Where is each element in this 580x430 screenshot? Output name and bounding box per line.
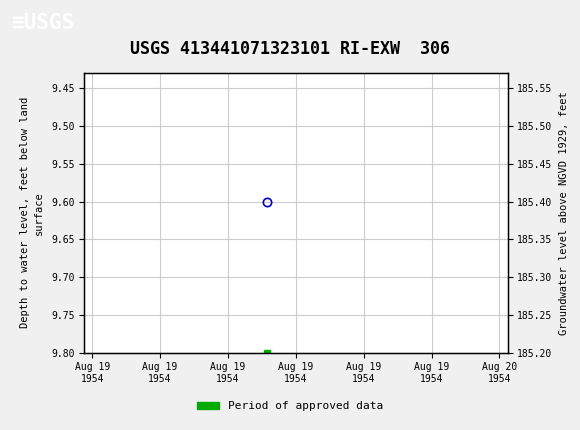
Y-axis label: Depth to water level, feet below land
surface: Depth to water level, feet below land su… [20, 97, 44, 329]
Y-axis label: Groundwater level above NGVD 1929, feet: Groundwater level above NGVD 1929, feet [560, 91, 570, 335]
Legend: Period of approved data: Period of approved data [193, 397, 387, 416]
Text: USGS 413441071323101 RI-EXW  306: USGS 413441071323101 RI-EXW 306 [130, 40, 450, 58]
Text: ≡USGS: ≡USGS [12, 12, 75, 33]
